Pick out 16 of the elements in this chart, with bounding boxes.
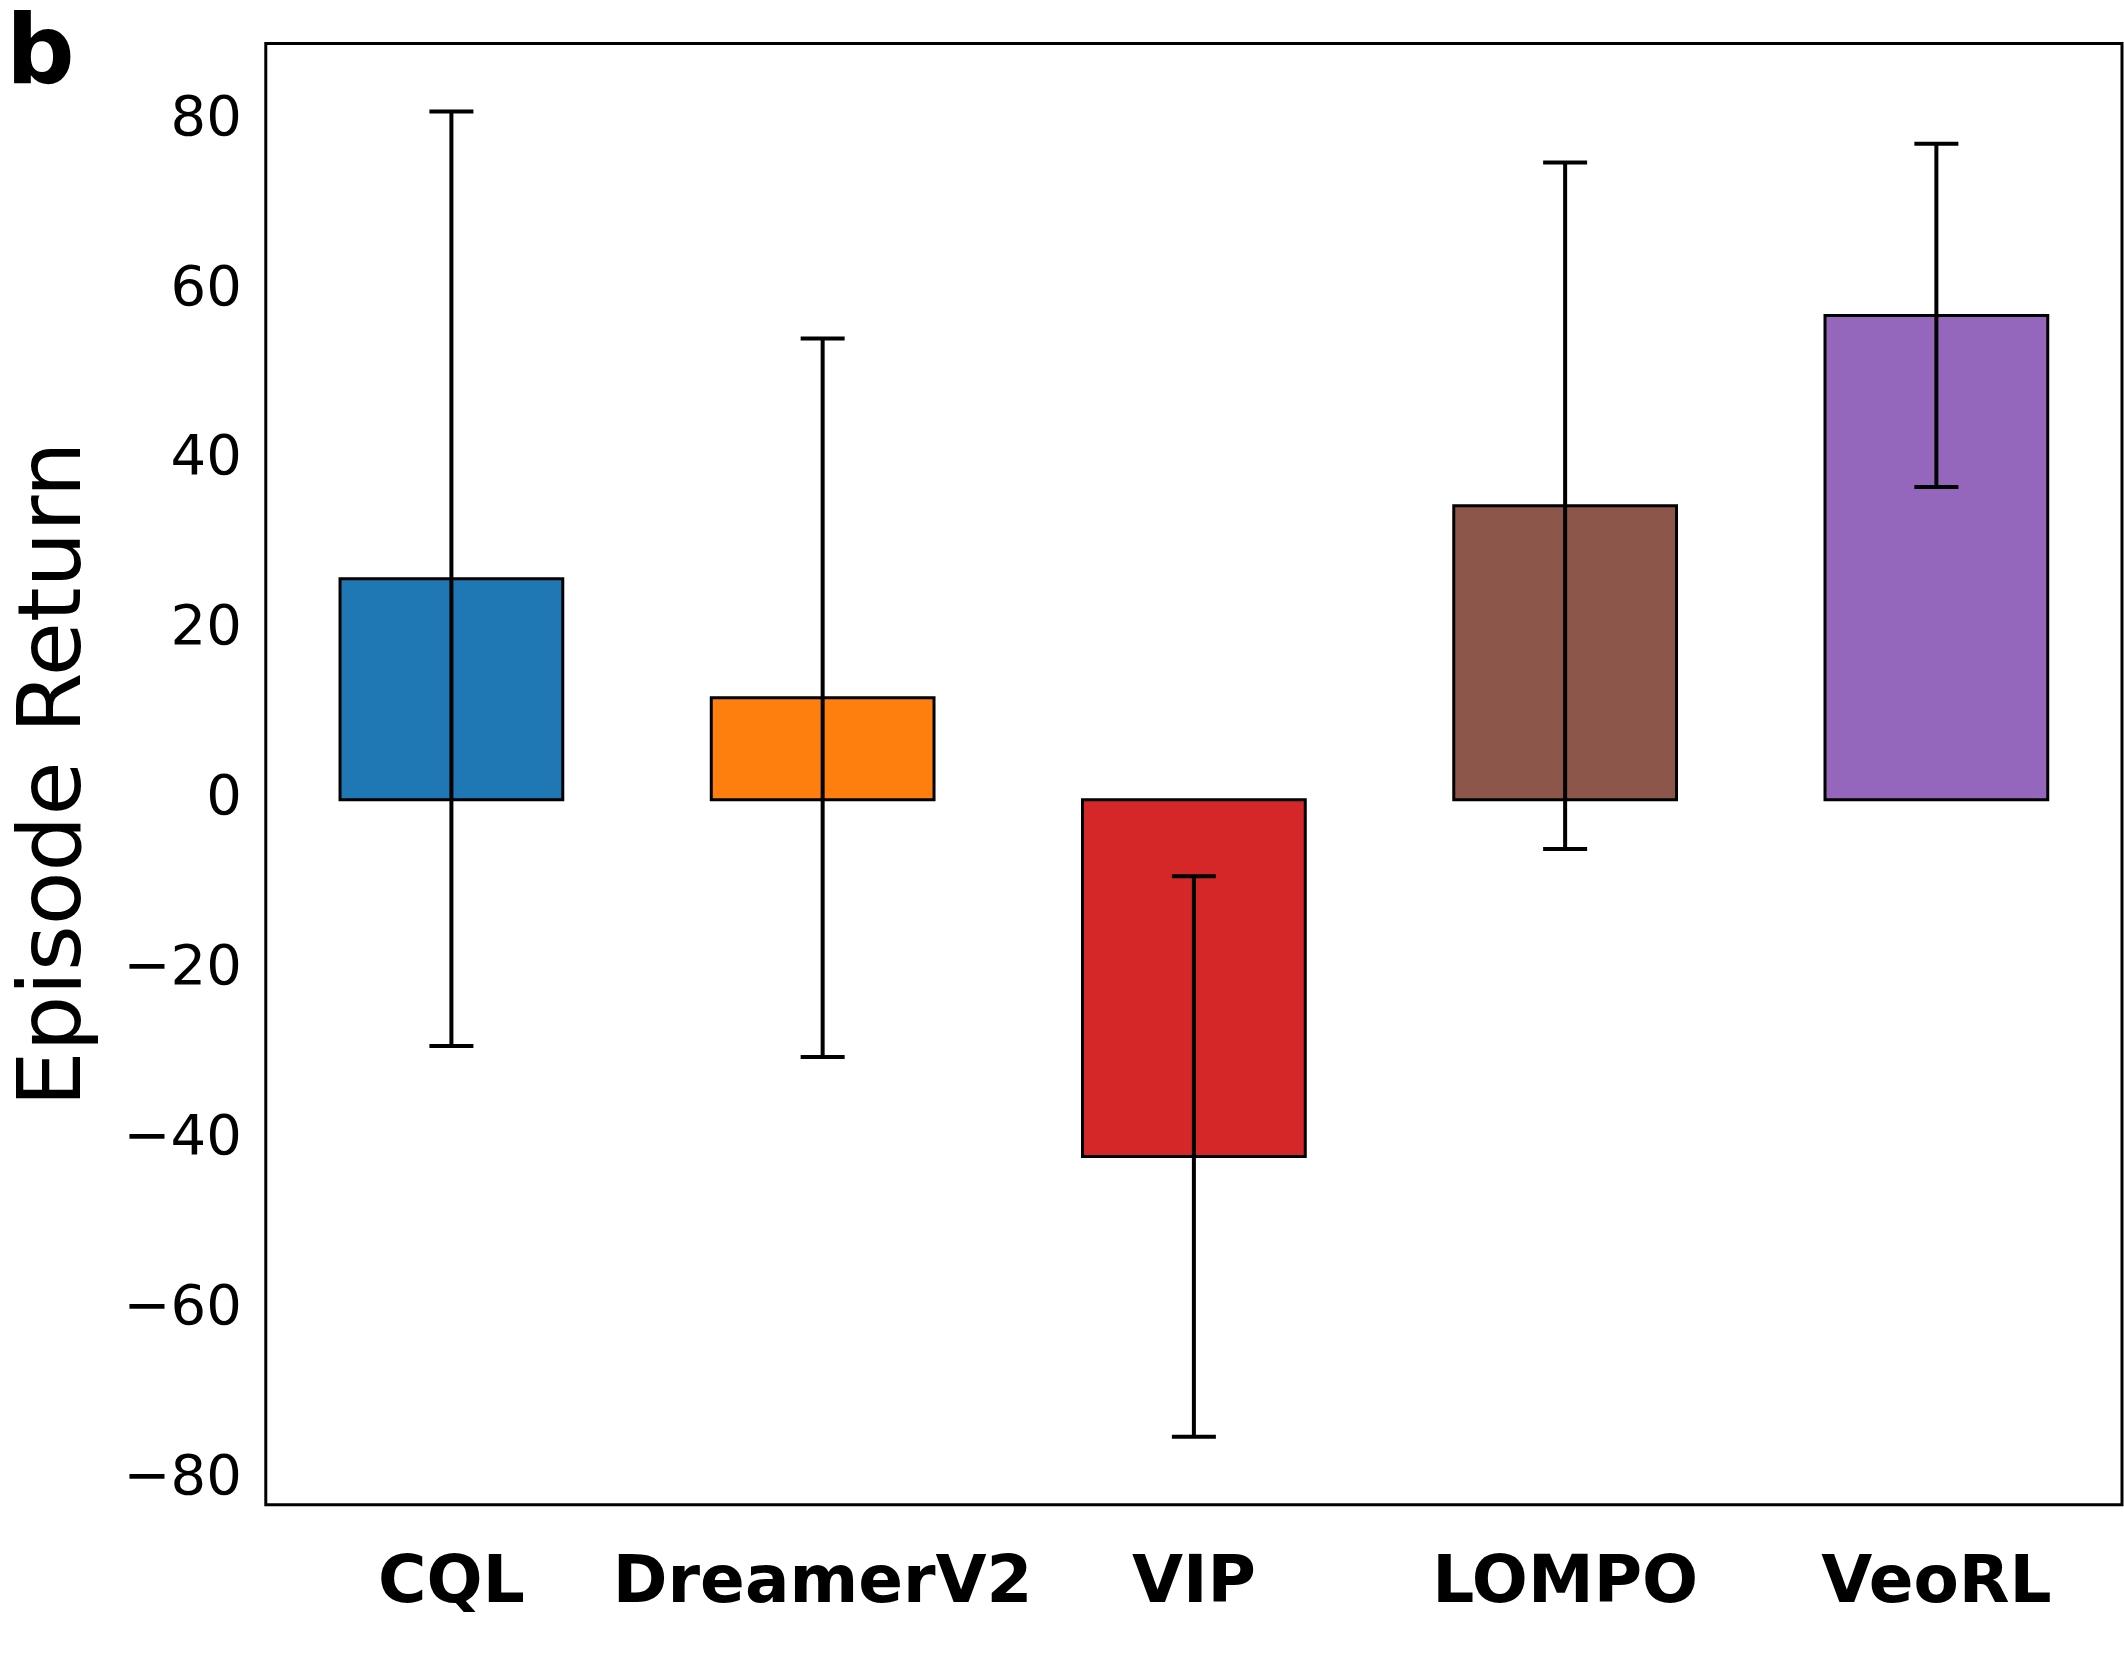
x-tick-label: CQL (378, 1540, 525, 1618)
x-tick-label: VeoRL (1821, 1540, 2052, 1618)
y-axis-title: Episode Return (0, 441, 101, 1107)
y-tick-label: 80 (170, 82, 242, 148)
y-tick-label: −20 (123, 932, 242, 998)
y-tick-label: 0 (206, 762, 242, 828)
y-tick-label: 60 (170, 252, 242, 318)
x-tick-label: LOMPO (1432, 1540, 1699, 1618)
y-tick-label: 40 (170, 422, 242, 488)
x-tick-label: DreamerV2 (612, 1540, 1033, 1618)
y-tick-label: −40 (123, 1102, 242, 1168)
y-tick-label: −80 (123, 1441, 242, 1507)
y-tick-label: −60 (123, 1271, 242, 1337)
text: b (6, 0, 75, 106)
y-tick-label: 20 (170, 592, 242, 658)
x-tick-label: VIP (1131, 1540, 1256, 1618)
